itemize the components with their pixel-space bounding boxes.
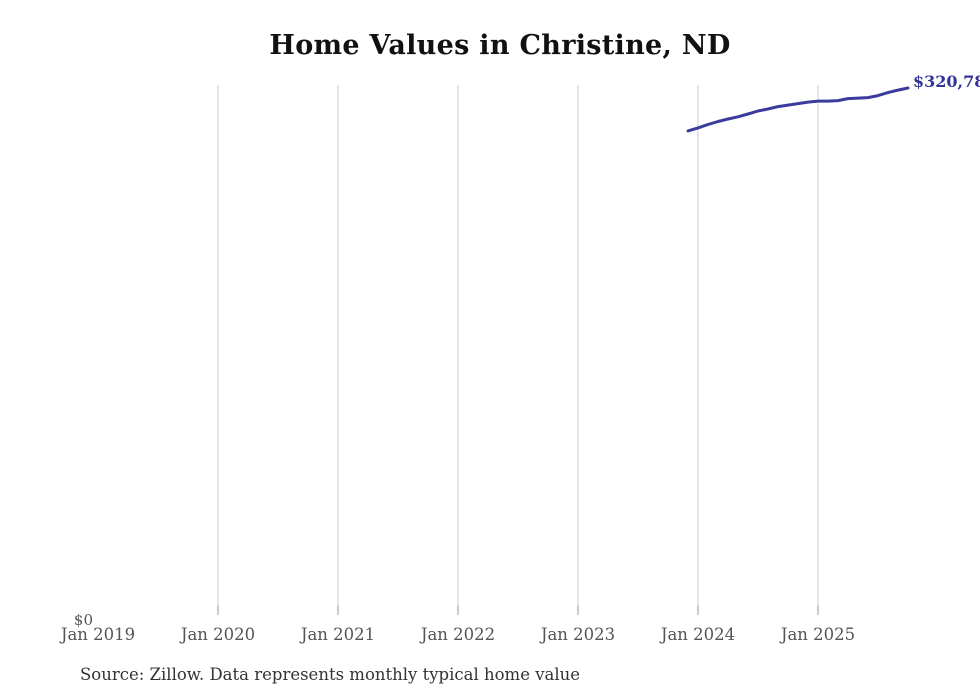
x-axis-label: Jan 2021 xyxy=(299,625,375,644)
x-axis-label: Jan 2020 xyxy=(179,625,255,644)
chart-title: Home Values in Christine, ND xyxy=(269,30,731,61)
source-note: Source: Zillow. Data represents monthly … xyxy=(80,665,581,684)
year-gridlines xyxy=(217,85,819,605)
x-axis-label: Jan 2023 xyxy=(539,625,615,644)
latest-value-label: $320,788 xyxy=(913,72,980,91)
y-axis-zero-label: $0 xyxy=(74,611,93,629)
x-axis-label: Jan 2019 xyxy=(59,625,135,644)
x-axis-label: Jan 2025 xyxy=(779,625,855,644)
x-axis-label: Jan 2024 xyxy=(659,625,735,644)
x-axis-label: Jan 2022 xyxy=(419,625,495,644)
x-axis-labels: Jan 2019 Jan 2020 Jan 2021 Jan 2022 Jan 2023… xyxy=(59,625,855,644)
home-value-line xyxy=(686,86,910,133)
x-axis-ticks xyxy=(217,605,819,615)
